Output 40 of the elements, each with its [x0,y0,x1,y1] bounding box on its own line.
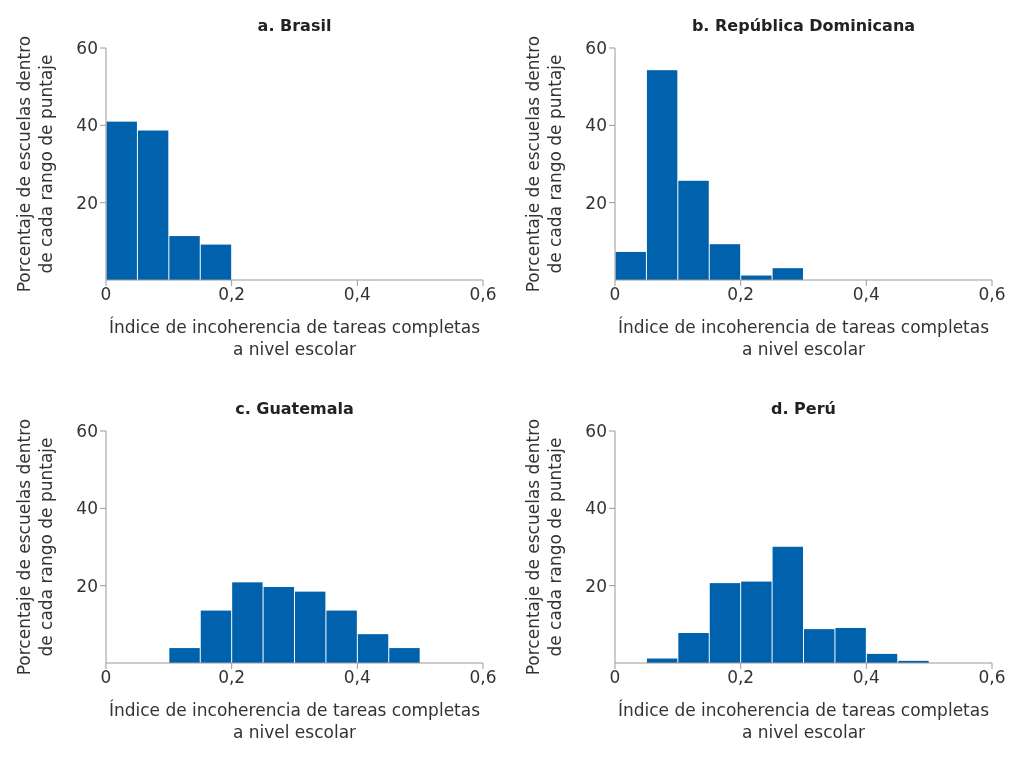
y-tick-label: 60 [585,421,607,442]
y-tick-label: 20 [76,575,98,596]
x-tick-label: 0,2 [727,284,755,305]
y-tick-label: 20 [585,192,607,213]
y-tick-label: 40 [76,115,98,136]
x-tick-label: 0 [609,667,621,688]
x-tick-label: 0,6 [978,284,1006,305]
x-axis-title: Índice de incoherencia de tareas completas a nivel escolar [616,316,991,360]
x-tick-label: 0,4 [343,667,371,688]
x-tick-label: 0 [100,284,112,305]
y-tick-label: 60 [585,38,607,59]
y-tick-label: 20 [585,575,607,596]
x-tick-label: 0,4 [852,284,880,305]
y-axis-title: Porcentaje de escuelas dentro de cada rango de puntaje [522,34,566,295]
x-axis-title: Índice de incoherencia de tareas completas a nivel escolar [107,699,482,743]
x-tick-label: 0 [609,284,621,305]
x-tick-label: 0,2 [218,667,246,688]
x-tick-label: 0,4 [343,284,371,305]
y-axis-title: Porcentaje de escuelas dentro de cada rango de puntaje [13,417,57,678]
y-tick-label: 60 [76,38,98,59]
chart-title: c. Guatemala [234,399,355,418]
chart-title: a. Brasil [256,16,333,35]
chart-title: b. República Dominicana [690,16,917,35]
x-tick-label: 0,6 [978,667,1006,688]
y-tick-label: 40 [585,498,607,519]
x-tick-label: 0,6 [469,667,497,688]
y-tick-label: 60 [76,421,98,442]
chart-title: d. Perú [770,399,837,418]
x-axis-title: Índice de incoherencia de tareas completas a nivel escolar [616,699,991,743]
y-axis-title: Porcentaje de escuelas dentro de cada rango de puntaje [522,417,566,678]
x-tick-label: 0 [100,667,112,688]
y-axis-title: Porcentaje de escuelas dentro de cada rango de puntaje [13,34,57,295]
x-tick-label: 0,2 [727,667,755,688]
y-tick-label: 40 [585,115,607,136]
x-axis-title: Índice de incoherencia de tareas completas a nivel escolar [107,316,482,360]
x-tick-label: 0,4 [852,667,880,688]
y-tick-label: 40 [76,498,98,519]
x-tick-label: 0,2 [218,284,246,305]
y-tick-label: 20 [76,192,98,213]
x-tick-label: 0,6 [469,284,497,305]
